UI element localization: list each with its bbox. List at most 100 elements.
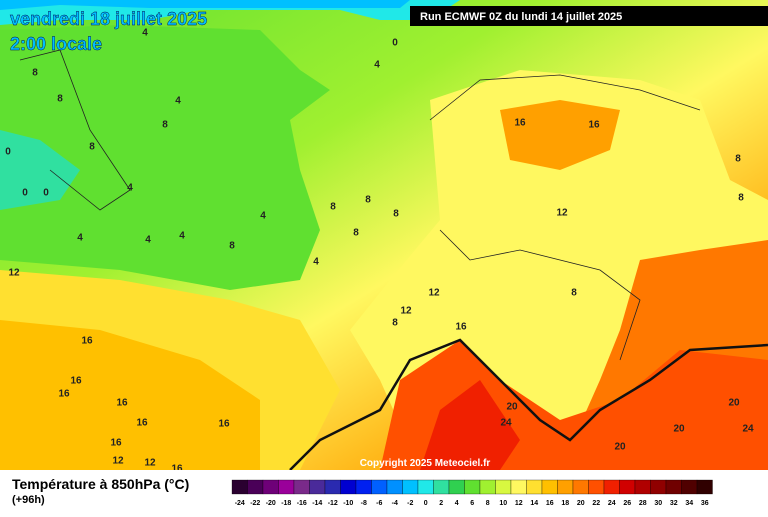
hot-zone xyxy=(420,380,520,470)
contour-label: 4 xyxy=(127,183,133,194)
legend-swatch xyxy=(417,479,434,495)
legend-label: 26 xyxy=(623,500,631,507)
legend-swatch xyxy=(696,479,713,495)
run-text: Run ECMWF 0Z du lundi 14 juillet 2025 xyxy=(420,11,622,23)
contour-label: 16 xyxy=(70,376,82,387)
contour-label: 4 xyxy=(142,28,148,39)
contour-label: 16 xyxy=(81,336,93,347)
contour-label: 4 xyxy=(145,235,151,246)
legend-title: Température à 850hPa (°C) xyxy=(12,476,189,492)
legend-swatch xyxy=(619,479,636,495)
run-box xyxy=(410,6,768,26)
contour-label: 12 xyxy=(428,288,440,299)
contour-label: 16 xyxy=(58,389,70,400)
contour-label: 8 xyxy=(392,318,398,329)
contour-label: 0 xyxy=(43,188,49,199)
legend-label: 30 xyxy=(654,500,662,507)
legend-swatch xyxy=(603,479,620,495)
legend-swatch xyxy=(231,479,248,495)
contour-label: 8 xyxy=(571,288,577,299)
contour-label: 8 xyxy=(353,228,359,239)
legend-swatch xyxy=(324,479,341,495)
legend-swatch xyxy=(340,479,357,495)
legend-label: -22 xyxy=(250,500,260,507)
contour-label: 20 xyxy=(728,398,740,409)
warm-zone xyxy=(0,320,260,470)
contour-label: 16 xyxy=(171,464,183,475)
legend-lead: (+96h) xyxy=(12,494,45,506)
contour-label: 4 xyxy=(313,257,319,268)
legend-label: 14 xyxy=(530,500,538,507)
legend-label: 4 xyxy=(455,500,459,507)
contour-label: 20 xyxy=(673,424,685,435)
contour-label: 16 xyxy=(116,398,128,409)
legend-label: -18 xyxy=(281,500,291,507)
legend-swatch xyxy=(588,479,605,495)
legend-label: -6 xyxy=(376,500,382,507)
legend-label: 34 xyxy=(685,500,693,507)
coastline xyxy=(19,49,701,361)
contour-label: 12 xyxy=(144,458,156,469)
legend-label: 6 xyxy=(470,500,474,507)
contour-label: 12 xyxy=(8,268,20,279)
time-text: 2:00 locale xyxy=(10,34,102,54)
legend-label: 18 xyxy=(561,500,569,507)
contour-label: 4 xyxy=(374,60,380,71)
contour-label: 16 xyxy=(588,120,600,131)
legend-label: 36 xyxy=(701,500,709,507)
contour-label: 16 xyxy=(218,419,230,430)
legend-swatch xyxy=(371,479,388,495)
contour-label: 8 xyxy=(738,193,744,204)
legend-swatch xyxy=(293,479,310,495)
contour-label: 24 xyxy=(500,418,512,429)
legend-swatch xyxy=(650,479,667,495)
warm-zone xyxy=(0,25,330,290)
contour-label: 4 xyxy=(260,211,266,222)
legend-label: -12 xyxy=(328,500,338,507)
contour-label: 8 xyxy=(229,241,235,252)
legend-label: -2 xyxy=(407,500,413,507)
legend-swatch xyxy=(526,479,543,495)
legend-label: 16 xyxy=(546,500,554,507)
contour-label: 8 xyxy=(57,94,63,105)
contour-label: 12 xyxy=(400,306,412,317)
legend-label: -16 xyxy=(297,500,307,507)
legend-swatch xyxy=(448,479,465,495)
legend-label: -14 xyxy=(312,500,322,507)
contour-label: 16 xyxy=(455,322,467,333)
legend-label: -8 xyxy=(361,500,367,507)
contour-label: 8 xyxy=(393,209,399,220)
contour-label: 8 xyxy=(89,142,95,153)
contour-label: 12 xyxy=(556,208,568,219)
cold-zone xyxy=(0,0,410,10)
date-text: vendredi 18 juillet 2025 xyxy=(10,9,207,29)
legend-swatch xyxy=(479,479,496,495)
contour-label: 16 xyxy=(514,118,526,129)
contour-label: 12 xyxy=(112,456,124,467)
legend-label: 10 xyxy=(499,500,507,507)
legend-label: 20 xyxy=(577,500,585,507)
contour-label: 24 xyxy=(742,424,754,435)
legend-swatch xyxy=(665,479,682,495)
legend-swatch xyxy=(464,479,481,495)
legend-label: 2 xyxy=(439,500,443,507)
legend-swatch xyxy=(634,479,651,495)
legend-swatch xyxy=(402,479,419,495)
contour-label: 4 xyxy=(77,233,83,244)
legend-swatch xyxy=(557,479,574,495)
legend-label: 0 xyxy=(424,500,428,507)
contour-label: 0 xyxy=(5,147,11,158)
legend-label: 32 xyxy=(670,500,678,507)
legend-label: 22 xyxy=(592,500,600,507)
contour-label: 4 xyxy=(179,231,185,242)
legend-label: 8 xyxy=(486,500,490,507)
legend-swatch xyxy=(247,479,264,495)
contour-label: 8 xyxy=(162,120,168,131)
legend-swatch xyxy=(262,479,279,495)
contour-label: 16 xyxy=(136,418,148,429)
legend-swatch xyxy=(541,479,558,495)
legend-swatch xyxy=(572,479,589,495)
copyright: Copyright 2025 Meteociel.fr xyxy=(360,458,491,469)
legend-label: -20 xyxy=(266,500,276,507)
legend-swatch xyxy=(433,479,450,495)
